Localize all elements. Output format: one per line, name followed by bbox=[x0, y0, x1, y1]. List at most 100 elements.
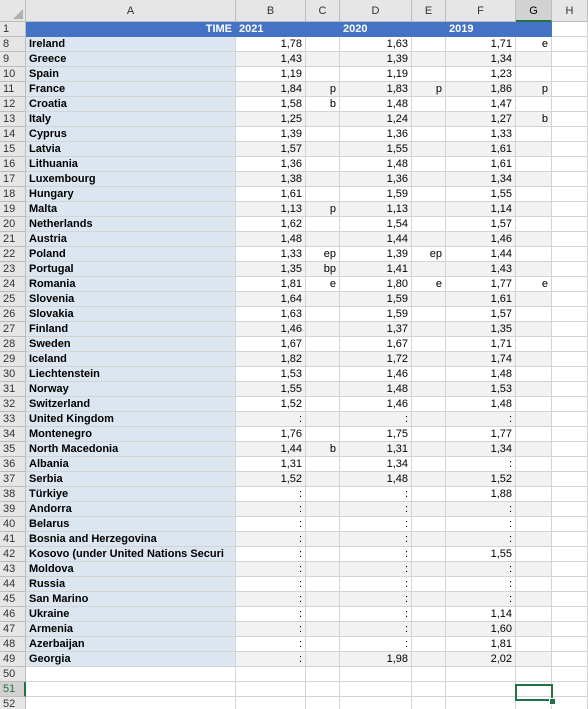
value-2020-cell[interactable]: 1,59 bbox=[340, 292, 412, 307]
value-2020-cell[interactable]: : bbox=[340, 562, 412, 577]
flag-2020-cell[interactable] bbox=[412, 157, 446, 172]
flag-2021-cell[interactable] bbox=[306, 457, 340, 472]
column-header-b[interactable]: B bbox=[236, 0, 306, 22]
empty-cell[interactable] bbox=[552, 547, 588, 562]
value-2019-cell[interactable]: : bbox=[446, 457, 516, 472]
value-2019-cell[interactable]: 1,35 bbox=[446, 322, 516, 337]
flag-2020-cell[interactable] bbox=[412, 262, 446, 277]
country-cell[interactable]: Luxembourg bbox=[26, 172, 236, 187]
year-2019-cell[interactable]: 2019 bbox=[446, 22, 516, 37]
country-cell[interactable]: Portugal bbox=[26, 262, 236, 277]
flag-2019-cell[interactable] bbox=[516, 502, 552, 517]
flag-2019-cell[interactable] bbox=[516, 652, 552, 667]
flag-2020-cell[interactable] bbox=[412, 442, 446, 457]
flag-2020-cell[interactable] bbox=[412, 97, 446, 112]
value-2019-cell[interactable]: 1,88 bbox=[446, 487, 516, 502]
row-number[interactable]: 33 bbox=[0, 412, 26, 427]
flag-2021-cell[interactable] bbox=[306, 367, 340, 382]
flag-2020-cell[interactable] bbox=[412, 292, 446, 307]
value-2019-cell[interactable]: 1,27 bbox=[446, 112, 516, 127]
row-number[interactable]: 13 bbox=[0, 112, 26, 127]
row-number[interactable]: 10 bbox=[0, 67, 26, 82]
row-number[interactable]: 51 bbox=[0, 682, 26, 697]
empty-cell[interactable] bbox=[552, 637, 588, 652]
flag-2021-cell[interactable] bbox=[306, 157, 340, 172]
country-cell[interactable]: Russia bbox=[26, 577, 236, 592]
flag-2020-cell[interactable] bbox=[412, 127, 446, 142]
flag-2020-cell[interactable] bbox=[412, 427, 446, 442]
row-number[interactable]: 8 bbox=[0, 37, 26, 52]
flag-2020-cell[interactable]: e bbox=[412, 277, 446, 292]
value-2021-cell[interactable]: 1,36 bbox=[236, 157, 306, 172]
country-cell[interactable]: Andorra bbox=[26, 502, 236, 517]
country-cell[interactable]: Kosovo (under United Nations Securi bbox=[26, 547, 236, 562]
flag-2020-cell[interactable] bbox=[412, 202, 446, 217]
flag-2020-cell[interactable] bbox=[412, 637, 446, 652]
flag-2019-cell[interactable] bbox=[516, 592, 552, 607]
empty-cell[interactable] bbox=[516, 667, 552, 682]
value-2020-cell[interactable]: 1,48 bbox=[340, 157, 412, 172]
empty-cell[interactable] bbox=[552, 442, 588, 457]
country-cell[interactable]: Cyprus bbox=[26, 127, 236, 142]
country-cell[interactable]: Slovakia bbox=[26, 307, 236, 322]
flag-2021-cell[interactable] bbox=[306, 337, 340, 352]
flag-2019-cell[interactable] bbox=[516, 472, 552, 487]
country-cell[interactable]: Hungary bbox=[26, 187, 236, 202]
value-2021-cell[interactable]: 1,13 bbox=[236, 202, 306, 217]
empty-cell[interactable] bbox=[552, 142, 588, 157]
empty-cell[interactable] bbox=[340, 697, 412, 709]
country-cell[interactable]: United Kingdom bbox=[26, 412, 236, 427]
value-2021-cell[interactable]: : bbox=[236, 592, 306, 607]
row-number[interactable]: 9 bbox=[0, 52, 26, 67]
flag-2019-cell[interactable] bbox=[516, 562, 552, 577]
value-2021-cell[interactable]: 1,81 bbox=[236, 277, 306, 292]
value-2020-cell[interactable]: 1,36 bbox=[340, 127, 412, 142]
flag-2021-cell[interactable] bbox=[306, 562, 340, 577]
flag-2019-cell[interactable] bbox=[516, 217, 552, 232]
flag-2020-cell[interactable] bbox=[412, 472, 446, 487]
flag-2021-cell[interactable]: p bbox=[306, 82, 340, 97]
row-number[interactable]: 40 bbox=[0, 517, 26, 532]
column-header-a[interactable]: A bbox=[26, 0, 236, 22]
flag-2019-cell[interactable] bbox=[516, 397, 552, 412]
value-2020-cell[interactable]: : bbox=[340, 517, 412, 532]
row-number[interactable]: 28 bbox=[0, 337, 26, 352]
country-cell[interactable]: North Macedonia bbox=[26, 442, 236, 457]
empty-cell[interactable] bbox=[552, 577, 588, 592]
value-2019-cell[interactable]: 1,61 bbox=[446, 292, 516, 307]
empty-cell[interactable] bbox=[412, 697, 446, 709]
empty-cell[interactable] bbox=[552, 487, 588, 502]
fill-handle[interactable] bbox=[549, 698, 556, 705]
flag-2020-cell[interactable]: ep bbox=[412, 247, 446, 262]
empty-cell[interactable] bbox=[552, 622, 588, 637]
value-2019-cell[interactable]: : bbox=[446, 532, 516, 547]
flag-2021-cell[interactable] bbox=[306, 127, 340, 142]
flag-2020-cell[interactable] bbox=[412, 397, 446, 412]
flag-2020-cell[interactable] bbox=[412, 172, 446, 187]
country-cell[interactable]: Liechtenstein bbox=[26, 367, 236, 382]
value-2021-cell[interactable]: 1,58 bbox=[236, 97, 306, 112]
flag-2021-cell[interactable] bbox=[306, 352, 340, 367]
row-number[interactable]: 16 bbox=[0, 157, 26, 172]
flag-2019-cell[interactable] bbox=[516, 457, 552, 472]
value-2019-cell[interactable]: 1,44 bbox=[446, 247, 516, 262]
row-number[interactable]: 48 bbox=[0, 637, 26, 652]
empty-cell[interactable] bbox=[552, 247, 588, 262]
flag-2021-cell[interactable] bbox=[306, 592, 340, 607]
value-2021-cell[interactable]: 1,35 bbox=[236, 262, 306, 277]
value-2019-cell[interactable]: 1,34 bbox=[446, 52, 516, 67]
flag-2021-cell[interactable]: p bbox=[306, 202, 340, 217]
country-cell[interactable]: Belarus bbox=[26, 517, 236, 532]
row-number[interactable]: 35 bbox=[0, 442, 26, 457]
country-cell[interactable]: Serbia bbox=[26, 472, 236, 487]
value-2020-cell[interactable]: 1,41 bbox=[340, 262, 412, 277]
country-cell[interactable]: Azerbaijan bbox=[26, 637, 236, 652]
value-2020-cell[interactable]: : bbox=[340, 592, 412, 607]
cell-e1[interactable] bbox=[412, 22, 446, 37]
value-2020-cell[interactable]: 1,48 bbox=[340, 97, 412, 112]
flag-2019-cell[interactable] bbox=[516, 622, 552, 637]
row-number[interactable]: 19 bbox=[0, 202, 26, 217]
empty-cell[interactable] bbox=[552, 607, 588, 622]
empty-cell[interactable] bbox=[552, 322, 588, 337]
year-2021-cell[interactable]: 2021 bbox=[236, 22, 306, 37]
